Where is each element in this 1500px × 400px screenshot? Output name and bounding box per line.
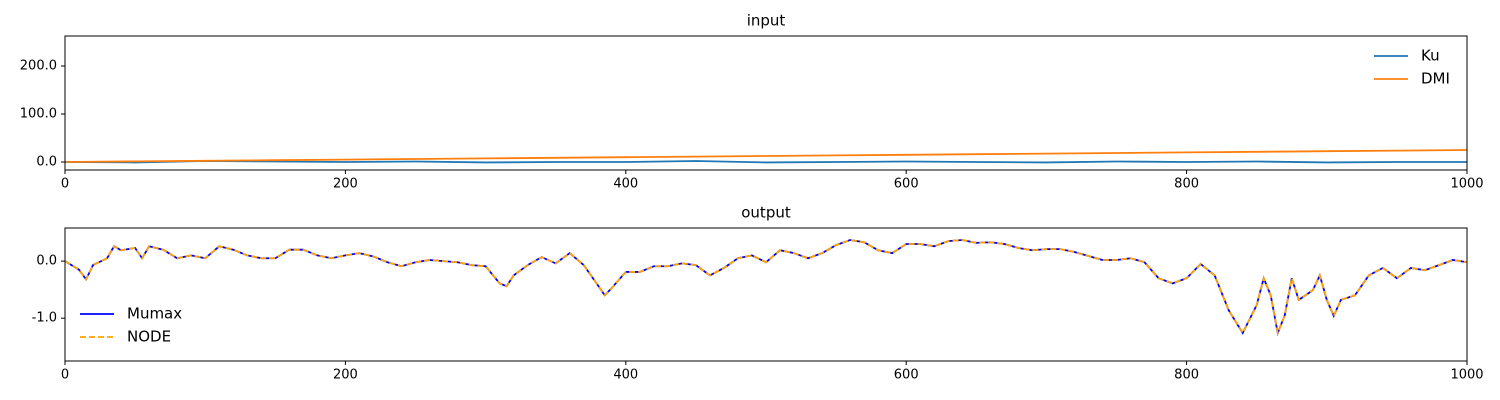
chart-title: output xyxy=(741,204,791,222)
x-tick-label: 800 xyxy=(1174,177,1199,192)
series-line xyxy=(64,239,1468,337)
plot-frame xyxy=(64,227,1468,362)
x-tick-label: 400 xyxy=(613,368,638,383)
y-tick-label: 100.0 xyxy=(20,106,57,121)
y-tick-label: -1.0 xyxy=(32,311,57,326)
chart-title: input xyxy=(747,12,786,30)
x-tick-label: 800 xyxy=(1174,368,1199,383)
y-tick-label: 0.0 xyxy=(36,154,57,169)
legend-label: Mumax xyxy=(127,305,182,323)
series-line xyxy=(64,239,1468,337)
legend-label: NODE xyxy=(127,328,171,346)
x-tick-label: 200 xyxy=(333,177,358,192)
y-tick-label: 200.0 xyxy=(20,58,57,73)
y-tick-label: 0.0 xyxy=(36,254,57,269)
x-tick-label: 1000 xyxy=(1450,368,1483,383)
series-line xyxy=(64,160,1467,164)
x-tick-label: 400 xyxy=(613,177,638,192)
legend-label: Ku xyxy=(1421,47,1440,65)
plot-frame xyxy=(64,35,1468,171)
legend-label: DMI xyxy=(1421,70,1450,88)
x-tick-label: 600 xyxy=(894,368,919,383)
x-tick-label: 0 xyxy=(61,368,69,383)
x-tick-label: 600 xyxy=(894,177,919,192)
x-tick-label: 200 xyxy=(333,368,358,383)
x-tick-label: 0 xyxy=(61,177,69,192)
x-tick-label: 1000 xyxy=(1450,177,1483,192)
series-line xyxy=(64,149,1468,163)
